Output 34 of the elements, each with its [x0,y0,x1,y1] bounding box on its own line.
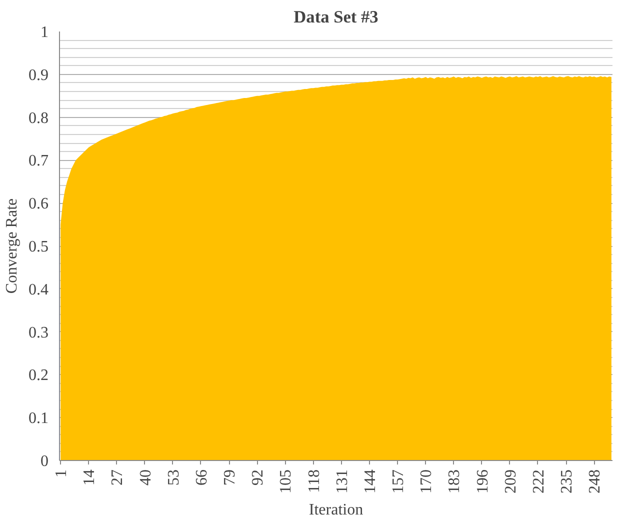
y-tick-label: 0 [40,453,48,470]
x-tick-label: 40 [137,470,154,486]
y-tick-label: 0.9 [28,66,48,84]
y-tick-label: 0.8 [28,110,48,127]
y-tick-label: 0.6 [28,196,48,213]
x-tick-label: 79 [222,470,239,486]
x-tick-label: 196 [474,470,492,494]
y-tick-label: 0.1 [28,410,48,428]
y-tick-label: 0.2 [28,367,48,384]
y-tick-label: 0.3 [28,324,48,342]
x-tick-label: 222 [530,470,548,494]
x-tick-label: 66 [193,470,210,486]
x-tick-label: 92 [250,470,267,486]
x-tick-label: 1 [53,470,70,478]
y-tick-label: 1 [40,24,48,41]
y-tick-label: 0.7 [28,152,48,170]
x-tick-label: 105 [278,470,295,494]
x-tick-label: 53 [165,470,182,486]
x-tick-label: 183 [446,470,464,494]
x-tick-label: 170 [418,470,436,494]
x-tick-label: 131 [334,470,351,494]
x-tick-label: 118 [306,470,323,493]
y-tick-label: 0.4 [28,281,48,298]
y-axis-title: Converge Rate [4,198,20,294]
x-tick-label: 157 [390,470,408,494]
x-axis-title: Iteration [308,502,364,518]
x-tick-label: 14 [81,470,98,486]
x-tick-label: 235 [558,470,576,494]
y-tick-label: 0.5 [28,238,48,256]
x-tick-label: 248 [586,470,604,494]
x-tick-label: 27 [109,470,126,486]
x-tick-label: 144 [362,470,379,494]
chart-title: Data Set #3 [294,8,379,26]
x-tick-label: 209 [502,470,520,494]
